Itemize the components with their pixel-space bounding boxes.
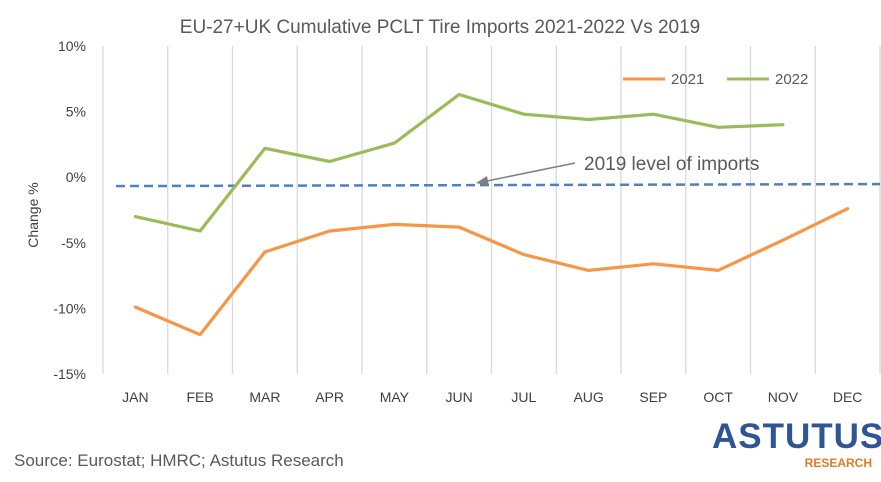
- legend-label-2021: 2021: [671, 71, 704, 88]
- x-tick-label: AUG: [573, 389, 603, 405]
- source-note: Source: Eurostat; HMRC; Astutus Research: [14, 451, 344, 470]
- x-tick-label: JAN: [122, 389, 148, 405]
- astutus-logo: ASTUTUS RESEARCH: [712, 417, 881, 471]
- x-axis: JAN FEB MAR APR MAY JUN JUL AUG SEP OCT NOV DEC: [122, 389, 862, 405]
- annotation-arrowhead: [476, 176, 489, 186]
- logo-sub-text: RESEARCH: [804, 456, 872, 470]
- y-tick-label: -15%: [53, 366, 86, 382]
- y-tick-label: 5%: [66, 104, 86, 120]
- reference-annotation: 2019 level of imports: [476, 154, 759, 186]
- series-line-2022: [133, 92, 785, 233]
- y-tick-label: 0%: [66, 169, 86, 185]
- gridlines: [102, 46, 881, 374]
- reference-line-group: [115, 182, 881, 188]
- x-tick-label: MAR: [249, 389, 280, 405]
- y-axis-label: Change %: [25, 182, 41, 247]
- y-tick-label: -10%: [53, 300, 86, 316]
- legend: 2021 2022: [623, 71, 808, 88]
- reference-line: [115, 182, 881, 188]
- logo-main-text: ASTUTUS: [712, 417, 881, 456]
- x-tick-label: MAY: [380, 389, 410, 405]
- series-line-2021: [133, 207, 850, 337]
- chart-title: EU-27+UK Cumulative PCLT Tire Imports 20…: [180, 17, 700, 38]
- legend-label-2022: 2022: [775, 71, 808, 88]
- y-tick-label: 10%: [58, 38, 86, 54]
- y-axis: 10% 5% 0% -5% -10% -15%: [53, 38, 86, 382]
- x-tick-label: NOV: [768, 389, 799, 405]
- reference-line-label: 2019 level of imports: [584, 154, 759, 175]
- x-tick-label: JUN: [446, 389, 473, 405]
- series-group: [133, 92, 850, 337]
- x-tick-label: SEP: [639, 389, 667, 405]
- y-tick-label: -5%: [61, 235, 86, 251]
- x-tick-label: FEB: [187, 389, 214, 405]
- x-tick-label: DEC: [833, 389, 863, 405]
- annotation-arrow: [481, 162, 576, 183]
- x-tick-label: OCT: [703, 389, 733, 405]
- x-tick-label: JUL: [511, 389, 536, 405]
- x-tick-label: APR: [315, 389, 344, 405]
